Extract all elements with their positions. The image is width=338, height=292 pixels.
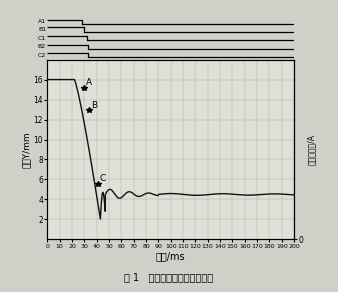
Text: C2: C2 <box>38 53 46 58</box>
Y-axis label: 行程Y/mm: 行程Y/mm <box>22 131 31 168</box>
Text: B1: B1 <box>38 27 46 32</box>
Text: B2: B2 <box>38 44 46 49</box>
Text: 图 1   真空断路器分闸行程曲线: 图 1 真空断路器分闸行程曲线 <box>124 272 214 282</box>
Text: A: A <box>86 78 92 86</box>
X-axis label: 时间/ms: 时间/ms <box>156 251 186 261</box>
Text: A1: A1 <box>38 19 46 24</box>
Text: C1: C1 <box>38 36 46 41</box>
Y-axis label: 分等圈申笔/A: 分等圈申笔/A <box>307 134 316 165</box>
Text: B: B <box>91 100 97 110</box>
Text: C: C <box>100 175 106 183</box>
